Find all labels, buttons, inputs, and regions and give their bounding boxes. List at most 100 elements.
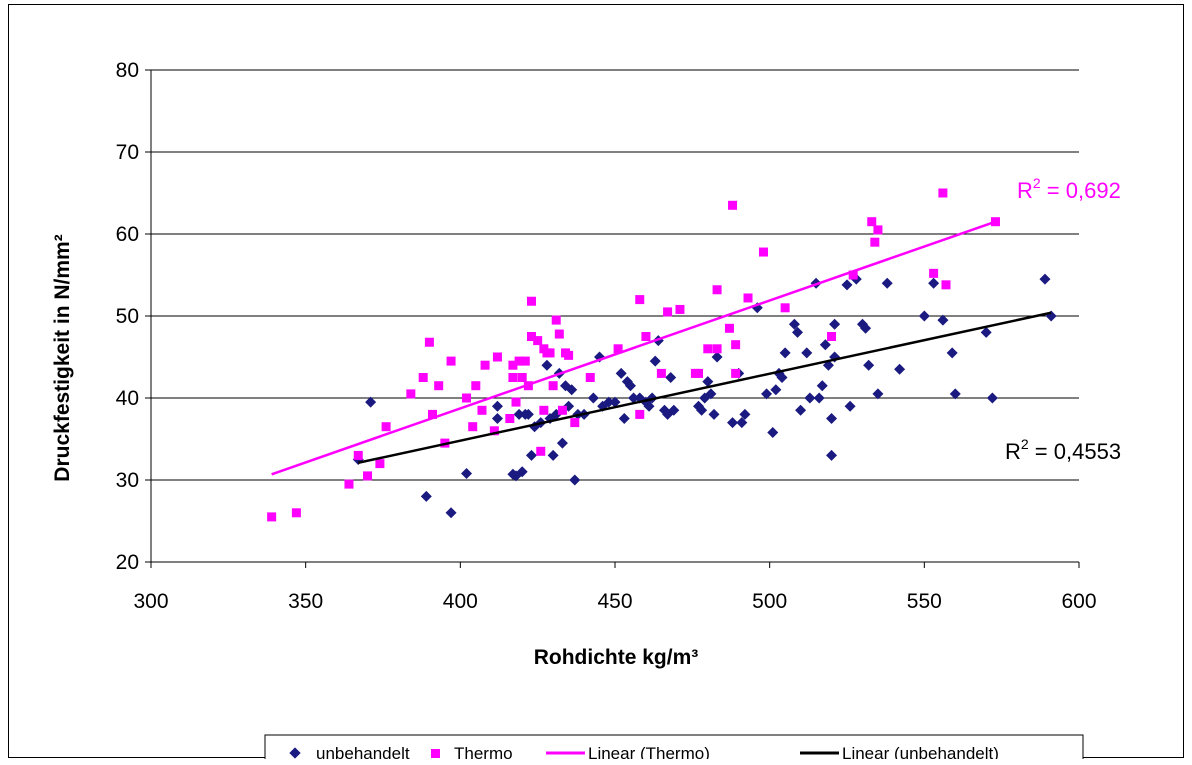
point-unbehandelt-97	[1045, 310, 1057, 322]
point-unbehandelt-78	[829, 318, 841, 330]
point-thermo-63	[780, 303, 790, 313]
point-thermo-38	[551, 315, 561, 325]
point-unbehandelt-67	[792, 326, 804, 338]
point-unbehandelt-76	[826, 449, 838, 461]
point-unbehandelt-42	[649, 355, 661, 367]
point-thermo-4	[363, 471, 373, 481]
point-unbehandelt-3	[445, 507, 457, 519]
x-tick-label-1: 350	[288, 590, 323, 613]
point-unbehandelt-92	[946, 347, 958, 359]
point-thermo-24	[511, 397, 521, 407]
point-unbehandelt-74	[819, 339, 831, 351]
point-unbehandelt-36	[624, 380, 636, 392]
r2-label-unbehandelt: R2 = 0,4553	[1005, 436, 1121, 464]
x-tick-label-6: 600	[1061, 590, 1096, 613]
point-thermo-26	[517, 373, 527, 382]
point-thermo-11	[434, 381, 444, 391]
point-unbehandelt-32	[609, 396, 621, 408]
y-tick-label-4: 60	[116, 223, 139, 246]
point-unbehandelt-70	[804, 392, 816, 404]
point-unbehandelt-5	[491, 400, 503, 412]
point-thermo-15	[468, 422, 478, 432]
legend-label-thermo: Thermo	[454, 744, 513, 759]
x-tick-label-2: 400	[443, 590, 478, 613]
point-thermo-65	[848, 270, 858, 280]
point-unbehandelt-51	[702, 376, 714, 388]
point-unbehandelt-72	[813, 392, 825, 404]
y-tick-label-3: 50	[116, 305, 139, 328]
r2-label-thermo: R2 = 0,692	[1017, 175, 1121, 203]
point-thermo-14	[462, 393, 472, 403]
y-tick-label-6: 80	[116, 59, 139, 82]
point-unbehandelt-62	[770, 384, 782, 396]
trendline-thermo	[271, 220, 996, 476]
point-thermo-46	[635, 295, 645, 305]
point-thermo-21	[505, 414, 515, 423]
point-thermo-69	[929, 268, 939, 278]
point-unbehandelt-34	[618, 413, 630, 424]
point-unbehandelt-55	[727, 417, 739, 429]
point-thermo-36	[545, 348, 555, 358]
data-points	[267, 188, 1057, 522]
point-unbehandelt-88	[894, 363, 906, 375]
point-unbehandelt-57	[736, 417, 748, 429]
point-thermo-61	[743, 293, 753, 303]
legend-marker-unbehandelt	[289, 747, 301, 759]
point-thermo-27	[520, 356, 530, 366]
r2-unbehandelt-sup: 2	[1021, 436, 1029, 452]
point-unbehandelt-91	[937, 314, 949, 326]
point-thermo-19	[489, 426, 499, 436]
point-unbehandelt-69	[801, 347, 813, 359]
legend-label-thermo-trend: Linear (Thermo)	[588, 744, 710, 759]
point-thermo-8	[418, 373, 428, 382]
x-tick-label-5: 550	[907, 590, 942, 613]
trendline-unbehandelt	[357, 311, 1052, 465]
point-unbehandelt-80	[841, 279, 853, 291]
point-thermo-30	[526, 332, 536, 341]
point-thermo-44	[585, 373, 595, 382]
point-thermo-6	[381, 422, 391, 432]
point-unbehandelt-6	[491, 413, 503, 424]
point-thermo-2	[344, 479, 354, 489]
point-thermo-7	[406, 389, 416, 399]
point-unbehandelt-1	[365, 396, 377, 408]
point-unbehandelt-40	[643, 400, 655, 412]
point-unbehandelt-53	[708, 408, 720, 420]
r2-unbehandelt-r: R	[1005, 439, 1021, 464]
trendlines	[271, 220, 1052, 476]
point-unbehandelt-87	[881, 277, 893, 289]
point-unbehandelt-9	[513, 408, 525, 420]
point-thermo-49	[656, 368, 666, 378]
point-thermo-64	[827, 332, 837, 341]
point-thermo-45	[613, 344, 623, 354]
point-unbehandelt-12	[522, 408, 534, 420]
point-thermo-40	[557, 405, 567, 415]
point-unbehandelt-21	[556, 437, 568, 449]
legend-label-unbehandelt: unbehandelt	[316, 744, 410, 759]
point-unbehandelt-89	[918, 310, 930, 322]
y-tick-label-0: 20	[116, 551, 139, 574]
point-unbehandelt-86	[872, 388, 884, 400]
point-unbehandelt-66	[788, 318, 800, 330]
y-tick-label-2: 40	[116, 387, 139, 410]
r2-thermo-rest: = 0,692	[1041, 178, 1121, 203]
point-unbehandelt-58	[739, 408, 751, 420]
point-unbehandelt-94	[980, 326, 992, 338]
point-thermo-37	[548, 381, 558, 391]
r2-unbehandelt-rest: = 0,4553	[1029, 439, 1121, 464]
legend: unbehandelt Thermo Linear (Thermo) Linea…	[264, 734, 1084, 759]
point-thermo-50	[663, 307, 673, 317]
point-unbehandelt-24	[566, 384, 578, 396]
point-unbehandelt-60	[761, 388, 773, 400]
x-tick-label-4: 500	[752, 590, 787, 613]
point-thermo-3	[353, 450, 363, 460]
point-unbehandelt-46	[665, 372, 677, 383]
point-thermo-10	[427, 409, 437, 419]
point-thermo-9	[424, 337, 434, 347]
point-thermo-53	[694, 368, 704, 378]
point-unbehandelt-96	[1039, 273, 1051, 285]
point-thermo-57	[724, 323, 734, 333]
point-thermo-17	[477, 405, 487, 415]
point-thermo-71	[941, 280, 951, 290]
legend-marker-thermo	[431, 749, 440, 758]
